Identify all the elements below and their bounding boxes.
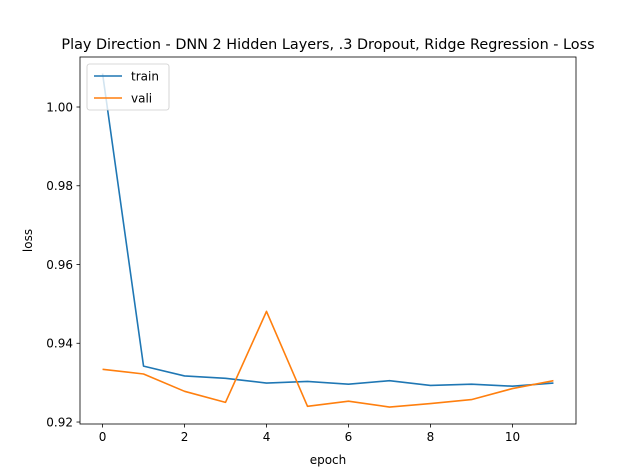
plot-frame bbox=[79, 56, 577, 425]
y-axis-label: loss bbox=[21, 229, 35, 252]
series-line-vali bbox=[102, 310, 554, 408]
x-axis: 0 2 4 6 8 10 bbox=[99, 424, 520, 444]
x-axis-label: epoch bbox=[310, 453, 347, 467]
legend-label-train: train bbox=[131, 69, 159, 83]
y-tick-label: 0.92 bbox=[46, 415, 73, 429]
y-tick-label: 0.96 bbox=[46, 258, 73, 272]
y-tick-label: 0.94 bbox=[46, 337, 73, 351]
y-tick-label: 0.98 bbox=[46, 179, 73, 193]
y-axis: 0.92 0.94 0.96 0.98 1.00 bbox=[46, 100, 80, 429]
x-tick-label: 4 bbox=[263, 430, 271, 444]
x-tick-label: 0 bbox=[99, 430, 107, 444]
chart-title: Play Direction - DNN 2 Hidden Layers, .3… bbox=[61, 37, 594, 53]
x-tick-label: 6 bbox=[345, 430, 353, 444]
x-tick-label: 2 bbox=[181, 430, 189, 444]
series-layer bbox=[101, 73, 554, 408]
legend: train vali bbox=[86, 63, 170, 111]
series-line-train bbox=[101, 73, 554, 388]
y-tick-label: 1.00 bbox=[46, 100, 73, 114]
legend-label-vali: vali bbox=[131, 91, 152, 105]
x-tick-label: 10 bbox=[505, 430, 520, 444]
x-tick-label: 8 bbox=[427, 430, 435, 444]
